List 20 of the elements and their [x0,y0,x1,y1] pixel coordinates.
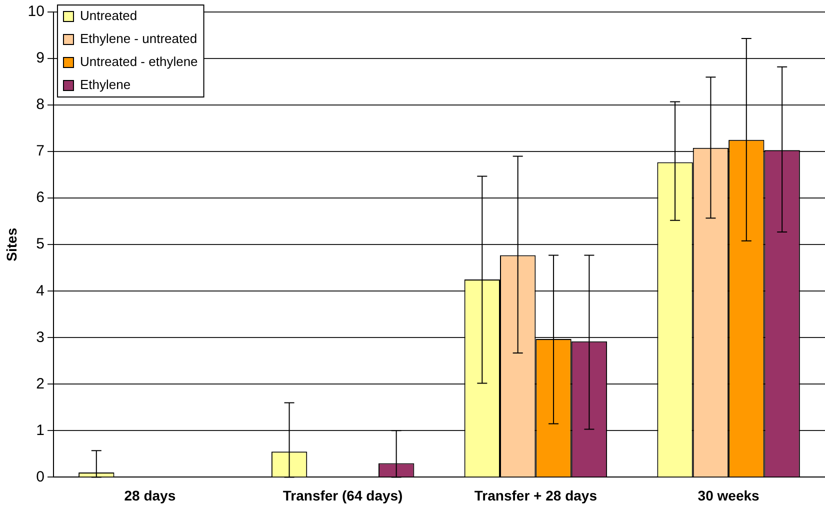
y-tick-label: 8 [36,96,44,114]
x-tick-label: Transfer + 28 days [474,487,598,504]
x-tick-label: 28 days [124,487,176,504]
legend-label: Untreated - ethylene [80,54,198,70]
y-tick-label: 6 [36,189,44,206]
y-tick-label: 9 [36,50,44,67]
y-tick-label: 4 [36,282,44,300]
y-tick-label: 0 [36,468,44,486]
x-tick-label: Transfer (64 days) [282,487,403,504]
y-tick-label: 5 [36,236,44,253]
y-axis-title: Sites [3,228,20,262]
y-tick-label: 1 [36,422,44,439]
x-tick-label: 30 weeks [698,487,760,504]
legend-label: Ethylene - untreated [80,31,198,46]
y-tick-label: 10 [28,3,44,20]
legend-label: Ethylene [80,77,131,92]
y-tick-label: 3 [36,328,44,346]
legend-label: Untreated [80,8,138,24]
y-tick-label: 2 [36,375,44,392]
y-tick-label: 7 [36,142,44,160]
